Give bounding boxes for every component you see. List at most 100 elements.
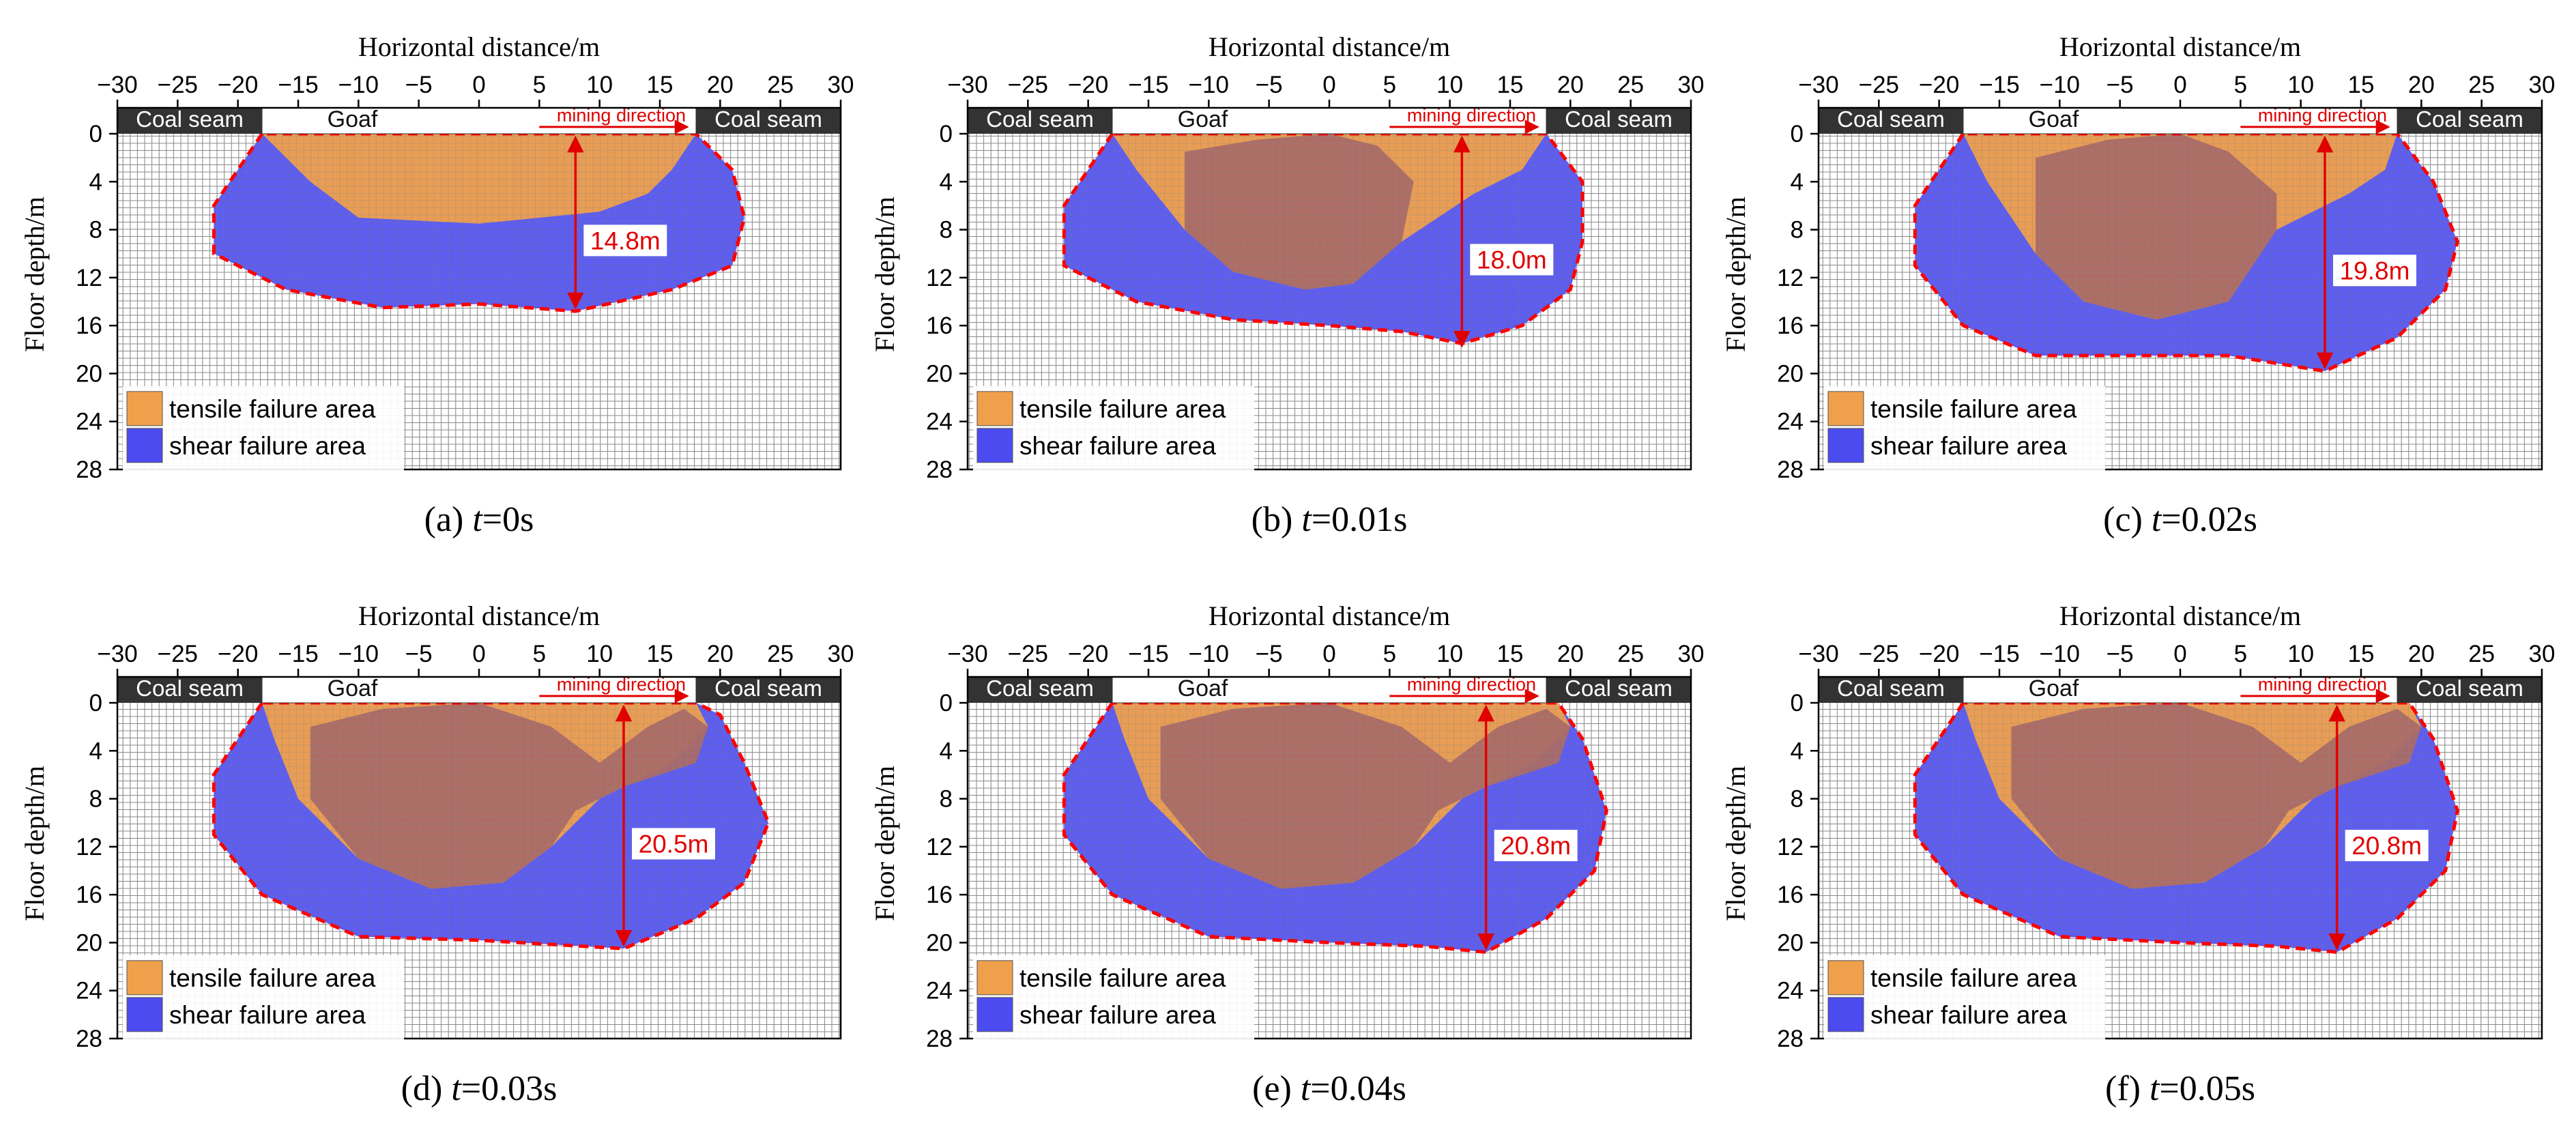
left-coal-seam-bar bbox=[968, 108, 1112, 134]
goaf-label: Goaf bbox=[2029, 106, 2079, 132]
x-tick-label: −10 bbox=[1189, 72, 1229, 98]
legend-label-tensile: tensile failure area bbox=[1870, 964, 2077, 992]
caption-label: (a) bbox=[424, 500, 473, 539]
depth-label-bg bbox=[632, 828, 715, 860]
x-tick-label: −20 bbox=[1919, 72, 1959, 98]
x-tick-label: −25 bbox=[1859, 72, 1899, 98]
caption-time-value: =0.05s bbox=[2159, 1069, 2255, 1108]
x-tick-label: −25 bbox=[1859, 641, 1899, 667]
x-axis-title: Horizontal distance/m bbox=[1209, 31, 1450, 62]
x-tick-label: 5 bbox=[2234, 641, 2247, 667]
y-tick-label: 12 bbox=[926, 265, 953, 291]
x-tick-label: 10 bbox=[2287, 641, 2314, 667]
goaf-label: Goaf bbox=[1178, 676, 1228, 701]
caption-label: (f) bbox=[2105, 1069, 2150, 1108]
y-tick-label: 24 bbox=[926, 978, 953, 1004]
x-tick-label: 0 bbox=[2173, 72, 2186, 98]
x-tick-label: 30 bbox=[828, 641, 854, 667]
legend-swatch-tensile bbox=[1827, 391, 1864, 426]
panel-caption: (a) t=0s bbox=[424, 500, 534, 539]
x-tick-label: −5 bbox=[405, 72, 433, 98]
y-tick-label: 0 bbox=[940, 121, 953, 147]
y-tick-label: 4 bbox=[89, 169, 102, 195]
y-tick-label: 28 bbox=[1777, 456, 1804, 483]
y-tick-label: 8 bbox=[89, 786, 102, 813]
y-tick-label: 4 bbox=[1791, 738, 1804, 764]
left-coal-seam-label: Coal seam bbox=[136, 676, 244, 701]
x-axis-title: Horizontal distance/m bbox=[2059, 31, 2301, 62]
y-tick-label: 8 bbox=[1791, 786, 1804, 813]
y-tick-label: 16 bbox=[1777, 882, 1804, 908]
left-coal-seam-label: Coal seam bbox=[986, 106, 1094, 132]
y-tick-label: 0 bbox=[940, 690, 953, 716]
x-tick-label: −15 bbox=[1128, 641, 1168, 667]
left-coal-seam-bar bbox=[1819, 108, 1963, 134]
y-tick-label: 4 bbox=[940, 738, 953, 764]
y-tick-label: 4 bbox=[1791, 169, 1804, 195]
goaf-bar bbox=[1963, 676, 2398, 704]
x-tick-label: −20 bbox=[218, 72, 258, 98]
y-tick-label: 0 bbox=[1791, 121, 1804, 147]
y-tick-label: 28 bbox=[76, 456, 102, 483]
y-tick-label: 24 bbox=[76, 409, 102, 435]
panel-caption: (b) t=0.01s bbox=[1251, 500, 1408, 539]
x-tick-label: 25 bbox=[1617, 72, 1644, 98]
x-tick-label: 30 bbox=[1678, 641, 1705, 667]
y-tick-label: 28 bbox=[1777, 1026, 1804, 1052]
legend-box bbox=[973, 386, 1254, 471]
x-tick-label: 0 bbox=[472, 641, 485, 667]
failure-boundary-line bbox=[1062, 132, 1584, 346]
x-tick-label: 30 bbox=[2529, 641, 2556, 667]
failure-boundary-line bbox=[1062, 701, 1608, 955]
left-coal-seam-label: Coal seam bbox=[986, 676, 1094, 701]
x-tick-label: 15 bbox=[2348, 72, 2375, 98]
legend-label-shear: shear failure area bbox=[169, 1001, 366, 1029]
x-tick-label: 15 bbox=[647, 72, 674, 98]
left-coal-seam-label: Coal seam bbox=[136, 106, 244, 132]
x-tick-label: 5 bbox=[533, 72, 546, 98]
x-tick-label: −15 bbox=[278, 641, 318, 667]
x-tick-label: −30 bbox=[947, 72, 987, 98]
x-tick-label: −5 bbox=[2107, 72, 2134, 98]
right-coal-seam-bar bbox=[1546, 677, 1691, 703]
x-tick-label: −5 bbox=[2107, 641, 2134, 667]
legend-swatch-tensile bbox=[126, 960, 163, 996]
y-tick-label: 12 bbox=[1777, 265, 1804, 291]
max-depth-label: 20.5m bbox=[639, 830, 709, 858]
caption-time-value: =0.03s bbox=[461, 1069, 558, 1108]
caption-time-symbol: t bbox=[1301, 1069, 1312, 1108]
x-tick-label: −30 bbox=[1798, 641, 1838, 667]
x-tick-label: 5 bbox=[2234, 72, 2247, 98]
caption-label: (e) bbox=[1252, 1069, 1301, 1108]
caption-time-value: =0.04s bbox=[1310, 1069, 1406, 1108]
y-tick-label: 28 bbox=[926, 1026, 953, 1052]
x-tick-label: −25 bbox=[158, 72, 198, 98]
y-tick-label: 16 bbox=[926, 882, 953, 908]
x-tick-label: −15 bbox=[1979, 641, 2019, 667]
x-tick-label: 10 bbox=[2287, 72, 2314, 98]
x-tick-label: 5 bbox=[533, 641, 546, 667]
y-tick-label: 8 bbox=[940, 786, 953, 813]
caption-label: (c) bbox=[2103, 500, 2152, 539]
x-tick-label: −5 bbox=[405, 641, 433, 667]
y-axis-title: Floor depth/m bbox=[19, 766, 50, 921]
x-tick-label: −10 bbox=[2040, 641, 2080, 667]
right-coal-seam-label: Coal seam bbox=[714, 106, 822, 132]
x-tick-label: −30 bbox=[97, 641, 137, 667]
y-tick-label: 12 bbox=[926, 834, 953, 860]
x-tick-label: −20 bbox=[218, 641, 258, 667]
x-tick-label: −25 bbox=[1008, 72, 1048, 98]
panel-caption: (d) t=0.03s bbox=[401, 1069, 558, 1108]
y-tick-label: 16 bbox=[1777, 313, 1804, 339]
x-tick-label: 10 bbox=[586, 641, 613, 667]
max-depth-label: 20.8m bbox=[2351, 832, 2422, 860]
x-tick-label: 20 bbox=[2408, 72, 2435, 98]
caption-label: (b) bbox=[1251, 500, 1302, 539]
y-tick-label: 12 bbox=[76, 834, 102, 860]
x-tick-label: 15 bbox=[647, 641, 674, 667]
caption-time-value: =0s bbox=[482, 500, 534, 539]
